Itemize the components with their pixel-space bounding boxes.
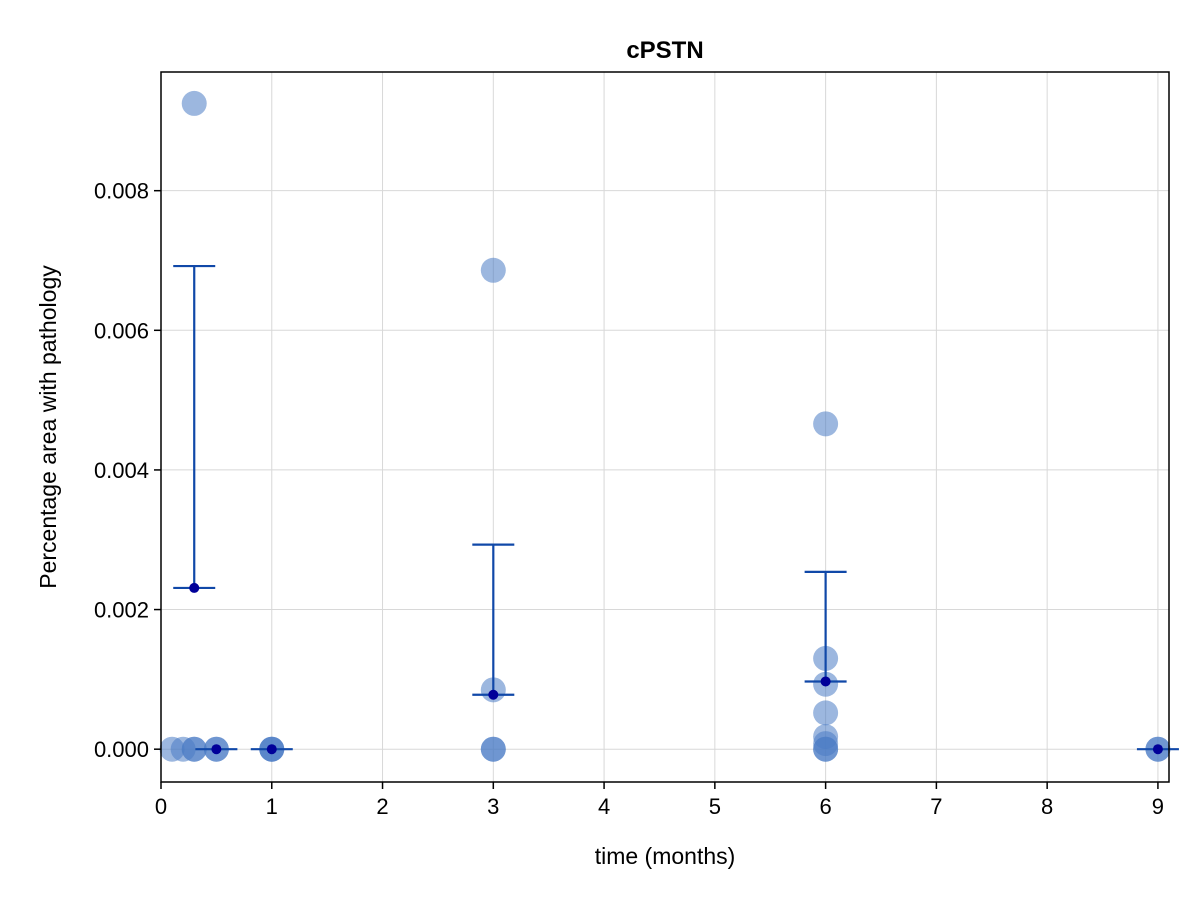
- chart-title: cPSTN: [626, 37, 703, 64]
- x-tick-label: 3: [487, 794, 499, 819]
- x-tick-label: 2: [376, 794, 388, 819]
- y-tick-label: 0.002: [94, 598, 149, 623]
- grid-lines: [160, 72, 1169, 782]
- mean-point: [1152, 744, 1163, 755]
- data-point: [480, 736, 506, 762]
- x-tick-label: 7: [930, 794, 942, 819]
- x-tick-label: 1: [266, 794, 278, 819]
- data-point: [480, 257, 506, 283]
- x-tick-label: 8: [1041, 794, 1053, 819]
- y-axis-title: Percentage area with pathology: [35, 265, 61, 589]
- y-tick-label: 0.008: [94, 179, 149, 204]
- mean-point: [266, 744, 277, 755]
- data-point: [813, 736, 839, 762]
- data-point: [813, 411, 839, 437]
- x-axis-title: time (months): [595, 843, 736, 869]
- x-tick-label: 4: [598, 794, 610, 819]
- y-tick-label: 0.004: [94, 458, 149, 483]
- data-point: [181, 90, 207, 116]
- mean-point: [211, 744, 222, 755]
- x-tick-label: 0: [155, 794, 167, 819]
- plot-data: [159, 90, 1179, 762]
- axis-ticks: 0 1 2 3 4 5 6 7 8 9 0.000 0.002 0.004 0.006 0.008: [94, 179, 1164, 819]
- data-point: [813, 700, 839, 726]
- data-point: [181, 736, 207, 762]
- x-tick-label: 5: [709, 794, 721, 819]
- mean-point: [488, 689, 499, 700]
- x-tick-label: 9: [1152, 794, 1164, 819]
- plot-frame: [160, 71, 1170, 783]
- mean-point: [820, 676, 831, 687]
- x-tick-label: 6: [819, 794, 831, 819]
- y-tick-label: 0.000: [94, 737, 149, 762]
- y-tick-label: 0.006: [94, 318, 149, 343]
- mean-point: [189, 582, 200, 593]
